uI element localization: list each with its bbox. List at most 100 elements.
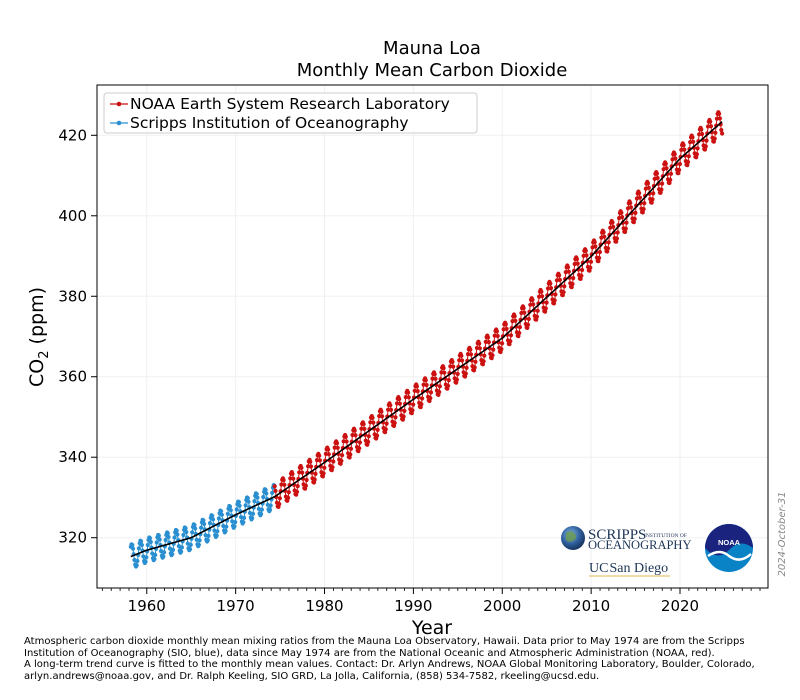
data-point [188,542,193,548]
data-point [343,434,348,439]
data-point [225,511,230,516]
data-point [144,555,149,560]
data-point [637,195,643,200]
data-point [517,330,522,336]
data-point [135,558,140,564]
data-point [499,347,504,352]
data-point [655,175,660,181]
y-tick-label: 400 [58,207,87,225]
data-point [610,220,615,225]
trend-line [130,121,723,558]
data-point [483,339,488,344]
data-point [614,236,620,241]
data-point [308,459,313,464]
y-tick-label: 380 [58,287,87,305]
data-point [473,359,478,364]
data-point [628,200,633,206]
data-point [383,427,388,432]
data-point [631,220,637,225]
data-point [455,371,460,377]
y-tick-label: 320 [58,529,87,547]
chart-subtitle: Monthly Mean Carbon Dioxide [297,60,568,81]
data-point [677,161,683,167]
data-point [210,513,215,518]
data-point [681,143,686,148]
x-tick-label: 2020 [661,597,699,615]
legend: NOAA Earth System Research Laboratory Sc… [103,92,478,134]
data-point [430,376,435,381]
data-point [526,316,531,322]
data-point [139,539,144,544]
data-point [331,459,336,464]
data-point [442,370,447,375]
data-point [420,396,425,401]
data-point [215,529,220,534]
data-point [181,532,186,538]
data-point [651,191,656,196]
data-point [286,490,291,495]
data-point [602,234,607,239]
data-point [267,507,273,512]
data-point [264,491,269,496]
data-point [513,318,518,323]
data-point [451,364,456,369]
data-point [334,441,340,446]
data-point [531,302,536,307]
data-point [403,395,408,400]
data-point [641,207,646,212]
data-point [694,152,700,157]
data-point [700,131,705,137]
data-point [357,446,362,451]
data-point [187,547,193,552]
trend-line-layer [130,121,723,558]
data-point [241,520,246,525]
data-point [350,432,355,438]
data-point [397,396,402,402]
data-point [179,545,184,550]
data-point [161,554,166,559]
data-point [660,181,665,186]
data-point [633,210,638,215]
data-point [219,509,224,514]
data-point [699,127,704,132]
data-point [490,353,495,358]
data-point [272,484,277,489]
data-point [571,276,576,281]
data-point [437,384,442,389]
data-point [341,439,346,444]
data-point [611,224,616,229]
data-point [163,537,168,543]
data-point [344,439,349,444]
data-point [530,297,535,302]
data-point [676,171,681,176]
data-point [237,503,242,508]
data-point [596,259,601,264]
data-point [642,201,647,206]
data-point [446,378,451,383]
data-point [402,408,407,413]
data-point [597,255,602,261]
oceanography-wordmark: OCEANOGRAPHY [588,538,691,552]
data-point [242,515,247,521]
globe-landmass [566,531,577,542]
data-point [579,273,584,278]
data-point [654,171,660,176]
data-point [481,359,486,364]
data-point [162,550,167,555]
data-point [544,300,549,305]
data-point [583,248,588,253]
data-point [441,366,446,371]
data-point [246,499,251,504]
data-point [411,402,416,407]
data-point [491,347,496,352]
data-point [193,526,198,531]
y-tick-label: 420 [58,126,87,144]
data-point [232,524,237,529]
x-tick-label: 1980 [305,597,343,615]
data-point [143,559,148,564]
data-point [326,447,331,452]
data-point [419,402,424,407]
data-point [153,552,158,558]
data-point [623,229,628,234]
data-point [632,216,637,221]
